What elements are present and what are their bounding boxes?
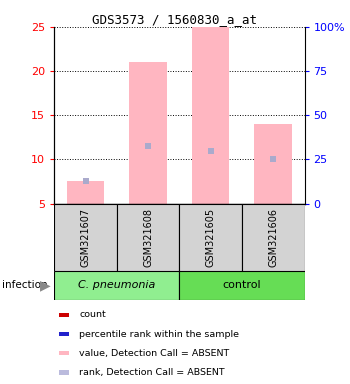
Text: GSM321605: GSM321605 xyxy=(206,208,216,266)
Bar xyxy=(192,27,230,204)
Text: percentile rank within the sample: percentile rank within the sample xyxy=(79,329,239,339)
Text: count: count xyxy=(79,310,106,319)
Bar xyxy=(129,62,167,204)
Bar xyxy=(54,204,117,271)
Bar xyxy=(59,351,69,356)
Bar xyxy=(179,204,242,271)
Text: GSM321607: GSM321607 xyxy=(80,208,91,266)
Text: rank, Detection Call = ABSENT: rank, Detection Call = ABSENT xyxy=(79,368,225,377)
Text: GDS3573 / 1560830_a_at: GDS3573 / 1560830_a_at xyxy=(92,13,258,26)
Bar xyxy=(254,124,292,204)
Bar xyxy=(54,271,179,300)
Bar xyxy=(117,204,179,271)
Text: C. pneumonia: C. pneumonia xyxy=(78,280,155,290)
Text: GSM321608: GSM321608 xyxy=(143,208,153,266)
Text: GSM321606: GSM321606 xyxy=(268,208,278,266)
Text: ▶: ▶ xyxy=(40,278,50,292)
Text: infection: infection xyxy=(2,280,47,290)
Bar xyxy=(59,332,69,336)
Bar xyxy=(59,313,69,317)
Text: value, Detection Call = ABSENT: value, Detection Call = ABSENT xyxy=(79,349,230,358)
Bar xyxy=(67,182,104,204)
Text: control: control xyxy=(223,280,261,290)
Bar xyxy=(242,204,304,271)
Bar xyxy=(179,271,304,300)
Bar xyxy=(59,370,69,375)
